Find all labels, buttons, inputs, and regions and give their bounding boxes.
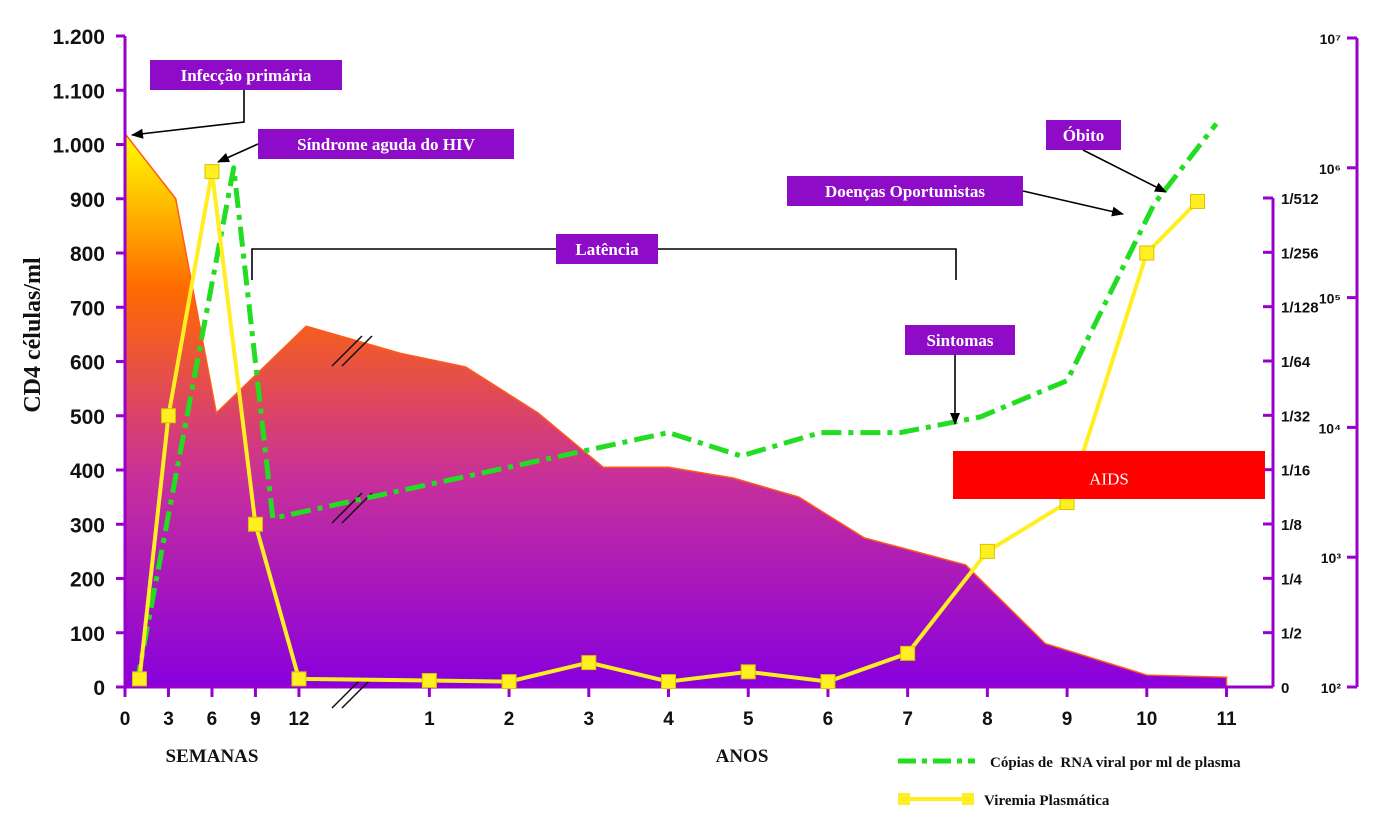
viremia-point (979, 543, 995, 559)
doencas-oportunistas-box (787, 176, 1023, 206)
viremia-point (740, 664, 756, 680)
x-tick-label: 3 (163, 709, 174, 730)
infeccao-primaria-box (150, 60, 342, 90)
obito-box (1046, 120, 1121, 150)
x-tick-label: 4 (663, 709, 674, 730)
viremia-point (421, 672, 437, 688)
latencia-bracket-right (658, 248, 957, 280)
latencia-label: Latência (575, 240, 639, 259)
x-tick-label: 2 (504, 709, 515, 730)
cd4-area (124, 131, 1228, 688)
legend-viremia-label: Viremia Plasmática (984, 793, 1110, 809)
arrow-obito (1082, 149, 1167, 193)
x-tick-label: 6 (207, 709, 218, 730)
y-right-inner-tick-label: 1/128 (1281, 300, 1319, 317)
sindrome-aguda-label: Síndrome aguda do HIV (297, 135, 475, 154)
y-right-outer-tick-label: 10² (1321, 680, 1342, 696)
x-group-years: ANOS (716, 746, 769, 767)
y-right-inner-tick-label: 1/64 (1281, 354, 1311, 371)
x-tick-label: 12 (288, 709, 309, 730)
x-tick-label: 8 (982, 709, 993, 730)
obito-label: Óbito (1063, 126, 1105, 145)
y-right-outer-tick-label: 10⁴ (1319, 420, 1342, 436)
legend-rna-label: Cópias de RNA viral por ml de plasma (990, 755, 1241, 771)
y-right-inner-tick-label: 0 (1281, 680, 1289, 697)
y-right-outer-tick-label: 10⁶ (1319, 161, 1341, 177)
y-right-inner-tick-label: 1/8 (1281, 517, 1302, 534)
sintomas-label: Sintomas (926, 331, 993, 350)
x-tick-label: 10 (1136, 709, 1157, 730)
y-tick-label: 0 (93, 677, 105, 700)
y-tick-label: 1.100 (52, 80, 105, 103)
y-right-outer-tick-label: 10⁵ (1319, 291, 1341, 307)
axis-break-mark (331, 335, 363, 367)
y-tick-label: 500 (70, 406, 105, 429)
y-tick-label: 200 (70, 569, 105, 592)
y-right-inner-tick-label: 1/4 (1281, 571, 1303, 588)
y-tick-label: 1.000 (52, 135, 105, 158)
infeccao-primaria-label: Infecção primária (181, 66, 312, 85)
axis-break-mark (341, 677, 373, 709)
x-tick-label: 0 (120, 709, 131, 730)
arrow-sindrome (217, 143, 259, 163)
viremia-point (291, 671, 307, 687)
viremia-point (661, 674, 677, 690)
legend: Cópias de RNA viral por ml de plasma Vir… (898, 755, 1241, 809)
x-tick-label: 6 (823, 709, 834, 730)
x-group-weeks: SEMANAS (166, 746, 259, 767)
latencia-box (556, 234, 658, 264)
x-tick-label: 5 (743, 709, 754, 730)
rna-copies-line (134, 122, 1219, 685)
y-right-inner-tick-label: 1/512 (1281, 191, 1319, 208)
x-tick-label: 11 (1216, 709, 1237, 730)
viremia-point (900, 645, 916, 661)
y-right-outer-tick-label: 10⁷ (1320, 31, 1342, 47)
axis-break-mark (341, 492, 373, 524)
x-tick-label: 9 (250, 709, 261, 730)
viremia-point (204, 164, 220, 180)
y-right-outer-tick-label: 10³ (1321, 550, 1342, 566)
viremia-point (1190, 193, 1206, 209)
y-axis-title: CD4 células/ml (20, 257, 46, 413)
axis-break-mark (331, 677, 363, 709)
y-tick-label: 800 (70, 243, 105, 266)
aids-box (953, 451, 1265, 499)
viremia-line (137, 169, 1199, 684)
latencia-bracket-left (251, 248, 556, 280)
sindrome-aguda-box (258, 129, 514, 159)
y-tick-label: 900 (70, 189, 105, 212)
y-right-inner-tick-label: 1/32 (1281, 408, 1310, 425)
viremia-point (1139, 245, 1155, 261)
viremia-point (131, 671, 147, 687)
arrow-infeccao (131, 90, 245, 139)
x-tick-label: 9 (1062, 709, 1073, 730)
sintomas-box (905, 325, 1015, 355)
aids-label: AIDS (1089, 470, 1129, 489)
legend-viremia-marker (962, 793, 974, 805)
y-right-inner-tick-label: 1/16 (1281, 463, 1310, 480)
x-tick-label: 7 (902, 709, 913, 730)
legend-viremia-marker (898, 793, 910, 805)
y-tick-label: 300 (70, 514, 105, 537)
arrow-doencas (1022, 190, 1124, 217)
x-tick-label: 1 (424, 709, 435, 730)
viremia-point (160, 408, 176, 424)
viremia-point (501, 674, 517, 690)
y-tick-label: 1.200 (52, 26, 105, 49)
x-tick-label: 3 (584, 709, 595, 730)
axis-break-mark (341, 335, 373, 367)
viremia-point (247, 516, 263, 532)
y-tick-label: 600 (70, 352, 105, 375)
y-right-inner-tick-label: 1/256 (1281, 245, 1319, 262)
y-tick-label: 100 (70, 623, 105, 646)
y-tick-label: 400 (70, 460, 105, 483)
y-right-inner-tick-label: 1/2 (1281, 626, 1302, 643)
viremia-point (820, 674, 836, 690)
viremia-point (581, 655, 597, 671)
doencas-oportunistas-label: Doenças Oportunistas (825, 182, 985, 201)
y-tick-label: 700 (70, 297, 105, 320)
